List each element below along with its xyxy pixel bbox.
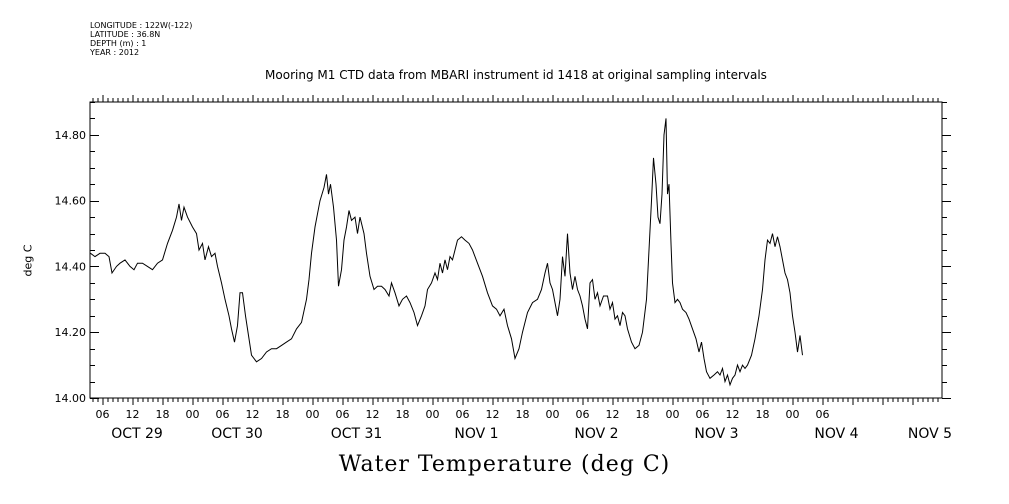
x-tick-label: 18 <box>756 408 770 421</box>
x-tick-label: 12 <box>126 408 140 421</box>
x-tick-label: 06 <box>216 408 230 421</box>
x-tick-label: 12 <box>366 408 380 421</box>
longitude-label: LONGITUDE : 122W(-122) <box>90 21 193 30</box>
depth-label: DEPTH (m) : 1 <box>90 39 147 48</box>
x-day-label: OCT 29 <box>111 426 163 442</box>
x-tick-label: 00 <box>546 408 560 421</box>
y-tick-label: 14.40 <box>55 260 87 273</box>
x-tick-label: 18 <box>156 408 170 421</box>
x-tick-label: 18 <box>396 408 410 421</box>
x-day-label: OCT 30 <box>211 426 263 442</box>
x-tick-label: 00 <box>786 408 800 421</box>
x-tick-label: 18 <box>636 408 650 421</box>
x-day-label: NOV 2 <box>574 426 618 442</box>
x-tick-label: 12 <box>726 408 740 421</box>
y-tick-label: 14.80 <box>55 129 87 142</box>
x-tick-label: 06 <box>336 408 350 421</box>
x-day-label: NOV 5 <box>908 426 952 442</box>
x-tick-label: 06 <box>576 408 590 421</box>
x-tick-label: 12 <box>246 408 260 421</box>
y-tick-label: 14.60 <box>55 195 87 208</box>
x-tick-label: 06 <box>696 408 710 421</box>
x-tick-label: 06 <box>96 408 110 421</box>
x-axis-label: Water Temperature (deg C) <box>338 452 671 477</box>
x-day-label: NOV 4 <box>814 426 858 442</box>
x-tick-label: 06 <box>816 408 830 421</box>
x-day-label: NOV 1 <box>454 426 498 442</box>
x-tick-label: 12 <box>486 408 500 421</box>
x-day-label: NOV 3 <box>694 426 738 442</box>
latitude-label: LATITUDE : 36.8N <box>90 30 161 39</box>
year-label: YEAR : 2012 <box>90 48 140 57</box>
x-tick-label: 00 <box>306 408 320 421</box>
plot-frame <box>89 101 943 399</box>
x-tick-label: 12 <box>606 408 620 421</box>
y-tick-label: 14.00 <box>55 392 87 405</box>
x-tick-label: 00 <box>426 408 440 421</box>
series-line <box>90 118 803 387</box>
x-tick-label: 18 <box>516 408 530 421</box>
x-tick-label: 00 <box>666 408 680 421</box>
x-tick-label: 00 <box>186 408 200 421</box>
chart-title: Mooring M1 CTD data from MBARI instrumen… <box>265 68 767 82</box>
x-tick-label: 18 <box>276 408 290 421</box>
x-tick-label: 06 <box>456 408 470 421</box>
y-tick-label: 14.20 <box>55 326 87 339</box>
x-day-label: OCT 31 <box>331 426 383 442</box>
